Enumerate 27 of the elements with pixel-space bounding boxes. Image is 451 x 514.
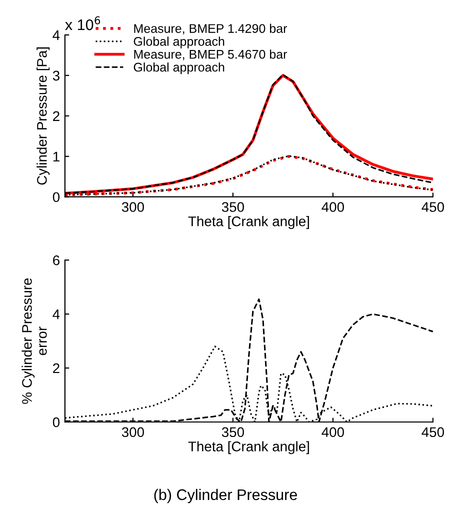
y-tick-label: 4 xyxy=(52,310,60,320)
x-tick-label: 350 xyxy=(222,427,244,438)
legend-label: Global approach xyxy=(134,36,224,48)
y-axis-title: % Cylinder Pressure error xyxy=(22,278,47,404)
text: (b) Cylinder Pressure xyxy=(154,488,297,504)
y-tick-label: 0 xyxy=(52,192,60,202)
legend-label: Measure, BMEP 5.4670 bar xyxy=(134,50,288,60)
y-tick-label: 6 xyxy=(53,255,60,266)
x-axis-title: Theta [Crank angle] xyxy=(188,216,309,230)
x-tick-label: 450 xyxy=(422,202,444,212)
x-axis-title: Theta [Crank angle] xyxy=(188,441,309,454)
x-tick-label: 400 xyxy=(322,202,344,212)
y-tick-label: 4 xyxy=(52,30,60,40)
y-tick-label: 1 xyxy=(53,152,60,162)
y-tick-label: 3 xyxy=(52,70,60,81)
x-tick-label: 300 xyxy=(122,427,144,438)
x-tick-label: 350 xyxy=(222,202,244,212)
y-tick-label: 0 xyxy=(52,417,60,428)
y-tick-label: 2 xyxy=(53,111,60,121)
x-tick-label: 450 xyxy=(422,427,444,438)
text: x 10$^{6}$ xyxy=(65,16,100,30)
x-tick-label: 300 xyxy=(122,202,144,212)
x-tick-label: 400 xyxy=(322,427,344,438)
legend-label: Measure, BMEP 1.4290 bar xyxy=(134,24,288,34)
y-tick-label: 2 xyxy=(53,363,60,374)
legend-label: Global approach xyxy=(134,62,224,74)
y-axis-title: Cylinder Pressure [Pa] xyxy=(36,47,50,185)
